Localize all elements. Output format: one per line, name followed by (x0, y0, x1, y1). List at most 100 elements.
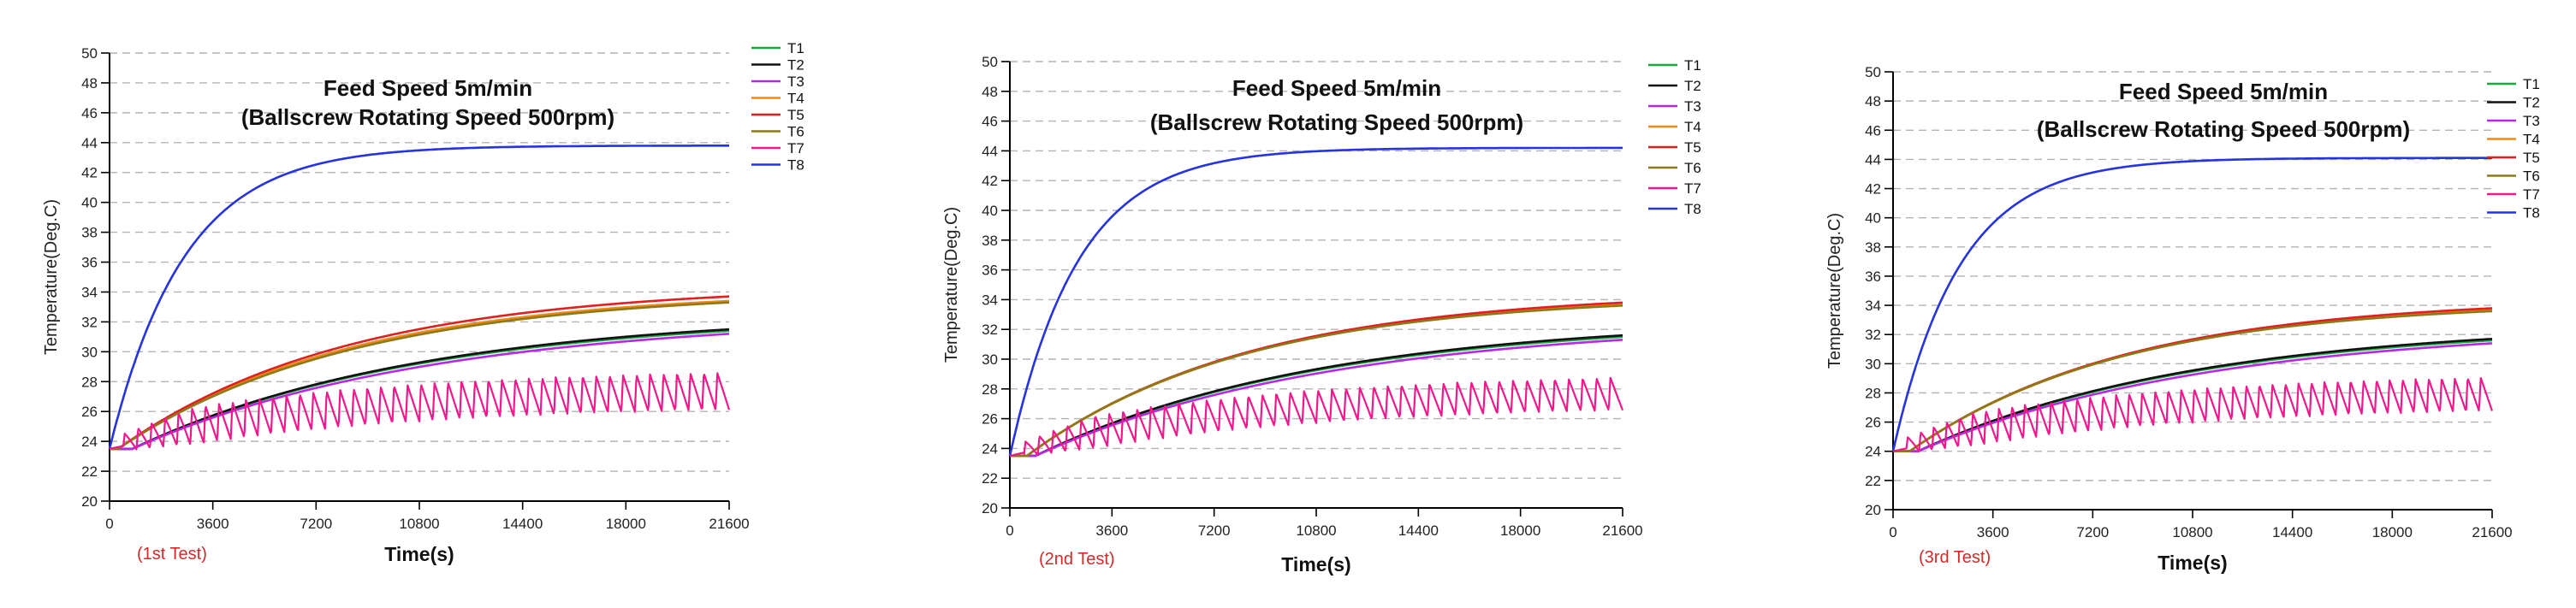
y-tick-label: 38 (1865, 239, 1881, 256)
legend-label-t7: T7 (1684, 180, 1701, 197)
y-tick-label: 34 (982, 292, 998, 308)
x-tick-label: 14400 (1398, 522, 1439, 539)
y-tick-label: 20 (982, 500, 998, 517)
x-tick-label: 0 (1006, 522, 1013, 539)
y-tick-label: 26 (81, 404, 98, 420)
y-tick-label: 50 (1865, 64, 1881, 80)
chart-title-line2: (Ballscrew Rotating Speed 500rpm) (241, 104, 614, 130)
y-tick-label: 46 (1865, 122, 1881, 139)
y-tick-label: 44 (1865, 151, 1881, 168)
y-axis-label: Temperature(Deg.C) (1825, 213, 1844, 369)
x-tick-label: 18000 (606, 516, 646, 532)
x-axis-label: Time(s) (2158, 552, 2227, 574)
y-tick-label: 28 (982, 381, 998, 398)
x-tick-label: 14400 (502, 516, 543, 532)
y-tick-label: 36 (1865, 269, 1881, 285)
y-tick-label: 42 (1865, 181, 1881, 198)
chart-title-line1: Feed Speed 5m/min (1232, 75, 1441, 101)
x-tick-label: 7200 (2076, 524, 2109, 540)
legend-label-t6: T6 (787, 124, 804, 140)
y-tick-label: 24 (81, 434, 98, 450)
legend-label-t3: T3 (2523, 113, 2540, 129)
y-tick-label: 34 (1865, 298, 1881, 314)
y-tick-label: 34 (81, 284, 98, 300)
x-axis-label: Time(s) (1281, 553, 1350, 576)
series-group (108, 145, 731, 451)
y-tick-label: 24 (1865, 444, 1881, 460)
y-tick-label: 30 (982, 351, 998, 368)
x-tick-label: 10800 (1296, 522, 1336, 539)
y-tick-label: 26 (982, 411, 998, 428)
x-tick-label: 18000 (2372, 524, 2413, 540)
x-tick-label: 7200 (300, 516, 332, 532)
x-tick-label: 18000 (1500, 522, 1540, 539)
legend-label-t7: T7 (2523, 186, 2540, 203)
y-tick-label: 30 (1865, 356, 1881, 372)
legend-label-t1: T1 (787, 40, 804, 56)
x-tick-label: 0 (105, 516, 113, 532)
y-tick-label: 50 (982, 54, 998, 70)
legend-label-t3: T3 (787, 74, 804, 90)
series-line-t6 (1892, 310, 2493, 453)
legend-label-t6: T6 (2523, 168, 2540, 185)
series-line-t4 (109, 299, 730, 451)
series-line-t7 (1009, 376, 1624, 457)
legend-label-t4: T4 (1684, 119, 1701, 135)
legend-label-t1: T1 (2523, 76, 2540, 92)
x-tick-label: 10800 (399, 516, 439, 532)
y-tick-label: 28 (81, 374, 98, 390)
series-line-t6 (109, 301, 730, 451)
y-tick-label: 42 (81, 165, 98, 181)
x-tick-label: 7200 (1198, 522, 1231, 539)
series-line-t2 (1009, 334, 1623, 457)
series-line-t7 (109, 372, 731, 451)
x-tick-label: 3600 (197, 516, 229, 532)
legend-label-t8: T8 (787, 157, 804, 174)
series-line-t8 (1008, 146, 1623, 457)
series-line-t8 (1891, 156, 2493, 452)
series-line-t3 (1892, 342, 2493, 453)
test-label: (1st Test) (137, 545, 207, 564)
y-tick-label: 50 (81, 45, 98, 62)
y-tick-label: 20 (81, 493, 98, 510)
series-group (1891, 156, 2494, 453)
series-line-t7 (1892, 377, 2494, 452)
chart-title-line1: Feed Speed 5m/min (2119, 79, 2328, 104)
x-tick-label: 10800 (2172, 524, 2212, 540)
series-line-t1 (1009, 335, 1623, 457)
x-tick-label: 21600 (1602, 522, 1642, 539)
y-tick-label: 22 (1865, 473, 1881, 489)
x-tick-label: 21600 (2472, 524, 2512, 540)
y-axis-label: Temperature(Deg.C) (942, 207, 961, 363)
legend-label-t4: T4 (787, 91, 804, 107)
y-tick-label: 42 (982, 173, 998, 189)
y-axis-label: Temperature(Deg.C) (42, 199, 61, 355)
x-tick-label: 3600 (1095, 522, 1128, 539)
series-line-t6 (1009, 304, 1623, 457)
y-tick-label: 48 (1865, 93, 1881, 109)
y-tick-label: 30 (81, 344, 98, 360)
series-line-t5 (109, 295, 730, 451)
legend-label-t3: T3 (1684, 98, 1701, 115)
series-line-t2 (109, 328, 730, 451)
legend-label-t7: T7 (787, 140, 804, 156)
y-tick-label: 48 (81, 75, 98, 91)
series-group (1008, 146, 1624, 457)
y-tick-label: 46 (81, 105, 98, 121)
legend-label-t8: T8 (2523, 205, 2540, 221)
legend-label-t2: T2 (1684, 78, 1701, 94)
y-tick-label: 40 (1865, 210, 1881, 227)
y-tick-label: 36 (982, 263, 998, 279)
y-tick-label: 20 (1865, 502, 1881, 518)
y-tick-label: 40 (982, 203, 998, 219)
y-tick-label: 38 (982, 233, 998, 249)
y-tick-label: 24 (982, 440, 998, 457)
chart-panel-1: 20 22 24 26 28 30 32 34 36 38 40 42 44 46 48 50 0 3600 720… (42, 40, 804, 565)
legend-label-t2: T2 (787, 57, 804, 74)
legend-label-t5: T5 (1684, 139, 1701, 156)
series-line-t8 (108, 145, 730, 450)
y-tick-label: 32 (1865, 327, 1881, 343)
legend-label-t2: T2 (2523, 95, 2540, 111)
